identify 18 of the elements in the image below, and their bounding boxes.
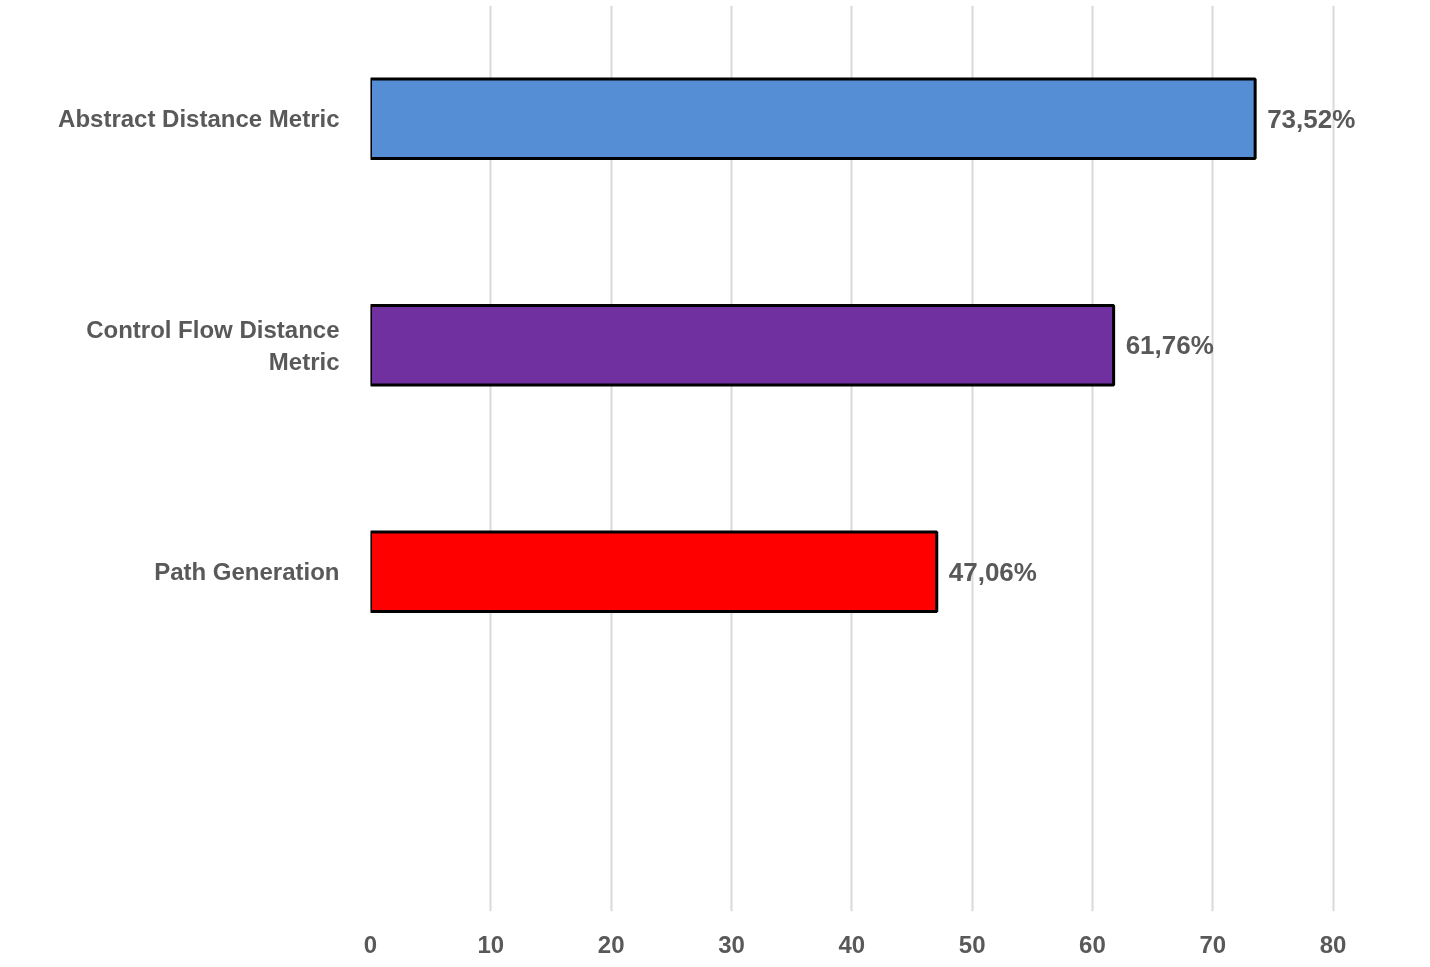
x-tick-label: 40 xyxy=(838,930,866,958)
data-label: 47,06% xyxy=(948,556,1037,587)
data-label: 73,52% xyxy=(1267,103,1356,134)
bar xyxy=(370,304,1116,387)
bar xyxy=(370,530,939,613)
x-tick-label: 20 xyxy=(597,930,625,958)
x-tick-label: 50 xyxy=(958,930,986,958)
x-tick-label: 60 xyxy=(1079,930,1106,958)
x-tick-label: 0 xyxy=(363,930,378,958)
y-tick-label: Abstract Distance Metric xyxy=(58,105,340,133)
y-tick-label: Control Flow Distance Metric xyxy=(86,315,340,375)
x-tick-label: 70 xyxy=(1199,930,1227,958)
bar xyxy=(370,77,1257,160)
x-tick-label: 10 xyxy=(477,930,505,958)
y-tick-label: Path Generation xyxy=(154,558,340,586)
x-tick-label: 80 xyxy=(1319,930,1347,958)
data-label: 61,76% xyxy=(1125,330,1214,361)
x-tick-label: 30 xyxy=(718,930,745,958)
